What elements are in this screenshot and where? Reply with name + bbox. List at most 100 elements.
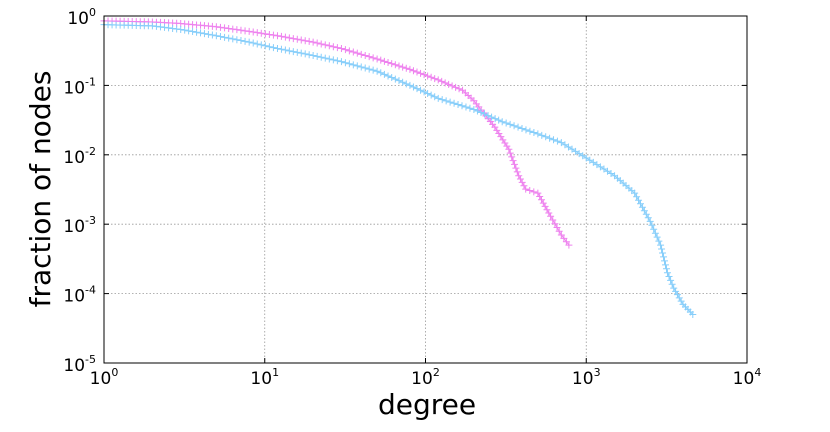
y-tick-label: 10-3 (63, 214, 96, 237)
data-point-marker (384, 58, 392, 66)
data-point-marker (458, 102, 466, 110)
data-point-marker (249, 39, 257, 47)
data-point-marker (249, 28, 257, 36)
data-point-marker (454, 101, 462, 109)
data-point-marker (473, 107, 481, 115)
data-point-marker (564, 143, 572, 151)
data-point-marker (582, 154, 590, 162)
data-point-marker (477, 109, 485, 117)
data-point-marker (257, 29, 265, 37)
data-point-marker (466, 104, 474, 112)
data-point-marker (285, 34, 293, 42)
data-point-marker (657, 241, 665, 249)
data-point-marker (534, 189, 542, 197)
data-point-marker (547, 212, 555, 220)
data-point-marker (333, 57, 341, 65)
data-point-marker (165, 24, 173, 32)
data-point-marker (508, 153, 516, 161)
data-point-marker (369, 54, 377, 62)
data-point-marker (633, 193, 641, 201)
data-point-marker (297, 49, 305, 57)
data-point-marker (349, 61, 357, 69)
data-point-marker (442, 97, 450, 105)
data-point-marker (208, 31, 216, 39)
data-point-marker (173, 25, 181, 33)
x-tick-label: 101 (250, 366, 279, 389)
data-point-marker (245, 27, 253, 35)
data-point-marker (380, 57, 388, 65)
data-point-marker (427, 91, 435, 99)
data-point-marker (450, 99, 458, 107)
data-point-marker (526, 127, 534, 135)
data-point-marker (257, 41, 265, 49)
y-axis-label: fraction of nodes (24, 71, 57, 308)
data-point-marker (660, 253, 668, 261)
data-point-marker (452, 83, 460, 91)
data-point-marker (420, 88, 428, 96)
data-point-marker (212, 23, 220, 31)
data-point-marker (369, 66, 377, 74)
data-point-marker (402, 64, 410, 72)
data-point-marker (225, 24, 233, 32)
data-point-marker (589, 158, 597, 166)
grid-lines (104, 16, 747, 363)
data-point-marker (653, 233, 661, 241)
data-point-marker (462, 103, 470, 111)
data-point-marker (285, 47, 293, 55)
data-point-marker (309, 51, 317, 59)
data-point-marker (204, 30, 212, 38)
data-point-marker (277, 32, 285, 40)
data-point-marker (417, 69, 425, 77)
data-point-marker (301, 37, 309, 45)
data-point-marker (200, 30, 208, 38)
data-point-marker (233, 36, 241, 44)
data-point-marker (635, 196, 643, 204)
data-point-marker (402, 80, 410, 88)
data-point-marker (265, 43, 273, 51)
data-point-marker (341, 46, 349, 54)
data-point-marker (603, 167, 611, 175)
data-point-marker (514, 123, 522, 131)
data-point-marker (261, 42, 269, 50)
y-tick-label: 10-5 (63, 353, 96, 376)
data-point-marker (329, 43, 337, 51)
data-point-marker (321, 54, 329, 62)
data-point-marker (536, 192, 544, 200)
data-point-marker (640, 207, 648, 215)
data-point-marker (518, 178, 526, 186)
data-point-marker (424, 72, 432, 80)
data-point-marker (510, 122, 518, 130)
data-point-marker (662, 265, 670, 273)
data-point-marker (321, 41, 329, 49)
data-point-marker (329, 56, 337, 64)
data-point-marker (305, 51, 313, 59)
data-point-marker (237, 37, 245, 45)
data-point-marker (522, 126, 530, 134)
data-point-marker (538, 196, 545, 204)
data-point-marker (530, 188, 538, 196)
data-point-marker (668, 280, 676, 288)
data-point-marker (261, 30, 269, 38)
data-point-marker (384, 72, 392, 80)
data-point-marker (550, 136, 558, 144)
data-point-marker (661, 257, 669, 265)
data-point-marker (530, 129, 538, 137)
data-point-marker (427, 73, 435, 81)
data-point-marker (650, 225, 658, 233)
data-point-marker (301, 50, 309, 58)
data-point-marker (644, 214, 652, 222)
data-point-marker (638, 203, 646, 211)
data-point-marker (325, 42, 333, 50)
data-point-marker (565, 241, 573, 249)
data-point-marker (365, 65, 373, 73)
data-point-marker (409, 67, 417, 75)
series-2 (100, 21, 697, 318)
data-point-marker (651, 229, 659, 237)
data-point-marker (325, 55, 333, 63)
y-tick-label: 10-4 (63, 284, 96, 307)
data-point-marker (420, 71, 428, 79)
data-point-marker (313, 39, 321, 47)
y-tick-label: 100 (67, 6, 96, 29)
data-point-marker (293, 48, 301, 56)
